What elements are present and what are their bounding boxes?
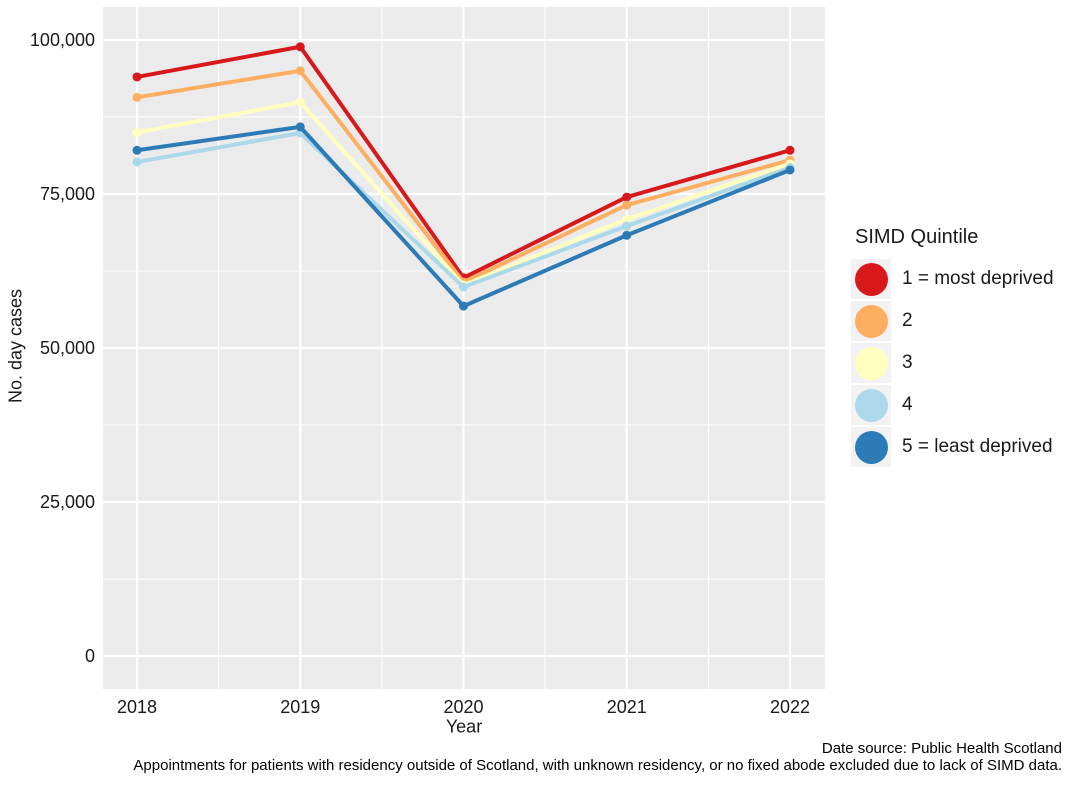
legend: SIMD Quintile 1 = most deprived 2 3 4 5 = le…: [851, 226, 1066, 469]
data-point-quintile-3-2021: [622, 214, 632, 224]
legend-key: [851, 343, 891, 383]
legend-item-label: 4: [902, 394, 913, 415]
legend-dot-icon: [854, 304, 888, 338]
legend-item-quintile-4: 4: [851, 385, 1066, 425]
legend-items: 1 = most deprived 2 3 4 5 = least deprived: [851, 259, 1066, 467]
x-tick-label: 2022: [769, 697, 811, 717]
legend-item-label: 3: [902, 352, 913, 373]
legend-dot-icon: [854, 388, 888, 422]
legend-item-quintile-1: 1 = most deprived: [851, 259, 1066, 299]
x-tick-label: 2020: [443, 697, 484, 717]
data-point-quintile-2-2019: [295, 66, 305, 76]
data-point-quintile-1-2018: [132, 72, 142, 82]
caption-exclusions-note: Appointments for patients with residency…: [133, 757, 1062, 774]
data-point-quintile-5-2018: [132, 145, 142, 155]
legend-key: [851, 301, 891, 341]
data-point-quintile-4-2018: [132, 157, 142, 167]
legend-key: [851, 385, 891, 425]
data-point-quintile-4-2021: [622, 221, 632, 231]
data-point-quintile-3-2018: [132, 127, 142, 137]
x-tick-label: 2019: [280, 697, 321, 717]
data-point-quintile-2-2021: [622, 200, 632, 210]
legend-item-quintile-5: 5 = least deprived: [851, 427, 1066, 467]
legend-dot-icon: [854, 262, 888, 296]
legend-item-label: 2: [902, 310, 913, 331]
y-tick-label: 0: [84, 646, 95, 666]
data-point-quintile-4-2020: [459, 282, 468, 292]
data-point-quintile-5-2020: [459, 301, 468, 311]
data-point-quintile-5-2022: [785, 165, 795, 175]
legend-item-label: 1 = most deprived: [902, 268, 1054, 289]
data-point-quintile-5-2021: [622, 230, 632, 240]
y-tick-label: 25,000: [39, 492, 95, 512]
data-point-quintile-3-2019: [295, 97, 305, 107]
y-tick-label: 75,000: [39, 184, 95, 204]
data-point-quintile-1-2019: [295, 42, 305, 52]
legend-key: [851, 427, 891, 467]
data-point-quintile-5-2019: [295, 122, 305, 132]
y-tick-label: 100,000: [29, 30, 95, 50]
caption-data-source: Date source: Public Health Scotland: [821, 740, 1062, 757]
data-point-quintile-1-2022: [785, 145, 795, 155]
legend-key: [851, 259, 891, 299]
legend-dot-icon: [854, 346, 888, 380]
data-point-quintile-1-2021: [622, 192, 632, 202]
y-axis-title: No. day cases: [5, 288, 26, 404]
legend-item-quintile-2: 2: [851, 301, 1066, 341]
data-point-quintile-2-2018: [132, 92, 142, 102]
legend-item-quintile-3: 3: [851, 343, 1066, 383]
legend-item-label: 5 = least deprived: [902, 436, 1053, 457]
legend-title: SIMD Quintile: [855, 226, 979, 248]
legend-dot-icon: [854, 430, 888, 464]
x-tick-label: 2018: [116, 697, 158, 717]
y-tick-label: 50,000: [39, 338, 95, 358]
x-tick-label: 2021: [606, 697, 647, 717]
x-axis-title: Year: [445, 716, 483, 737]
